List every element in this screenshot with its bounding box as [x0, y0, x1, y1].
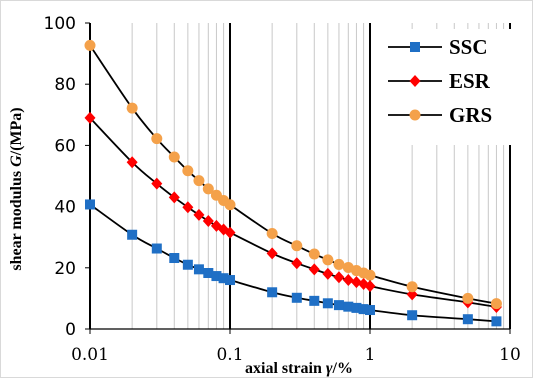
tick-labels: 0 20 40 60 80 100 0.01 0.1 1 10	[44, 14, 521, 365]
x-axis-label-unit: /%	[332, 360, 353, 377]
data-point-grs	[333, 258, 345, 270]
y-tick-label: 40	[54, 198, 76, 218]
data-point-ssc	[291, 292, 302, 303]
y-tick-label: 80	[54, 75, 76, 95]
legend-background	[381, 29, 519, 145]
data-point-grs	[126, 102, 138, 114]
series-grs	[84, 39, 502, 310]
legend: SSC ESR GRS	[381, 29, 519, 145]
x-tick-label: 0.1	[216, 345, 243, 365]
data-point-esr	[308, 263, 320, 276]
data-point-esr	[193, 208, 205, 221]
y-tick-label: 100	[44, 14, 76, 34]
legend-item-ssc: SSC	[388, 35, 488, 59]
legend-label-grs: GRS	[449, 103, 492, 127]
data-point-grs	[202, 183, 214, 195]
x-axis-label: axial strain γ/%	[245, 360, 353, 377]
x-axis-label-symbol: γ	[326, 360, 333, 377]
data-point-grs	[490, 298, 502, 310]
legend-marker-grs	[409, 109, 421, 121]
data-point-esr	[342, 274, 354, 287]
x-tick-label: 0.01	[71, 345, 109, 365]
data-point-ssc	[193, 264, 204, 275]
data-point-grs	[364, 269, 376, 281]
data-point-ssc	[225, 275, 235, 286]
data-point-ssc	[151, 243, 162, 254]
data-point-esr	[364, 280, 376, 293]
legend-item-esr: ESR	[388, 69, 491, 93]
data-point-grs	[182, 165, 194, 177]
y-axis-label-unit: /(MPa)	[8, 107, 25, 156]
data-point-esr	[202, 214, 214, 227]
series-group	[84, 39, 502, 327]
y-tick-label: 20	[54, 259, 76, 279]
data-point-esr	[224, 226, 236, 239]
data-point-ssc	[365, 305, 375, 316]
data-point-ssc	[343, 301, 354, 312]
legend-marker-esr	[409, 75, 421, 87]
data-point-esr	[168, 191, 180, 204]
data-point-ssc	[85, 199, 95, 210]
data-point-grs	[462, 292, 474, 304]
data-point-esr	[126, 156, 138, 169]
data-point-ssc	[203, 268, 214, 279]
data-point-ssc	[322, 298, 333, 309]
data-point-esr	[182, 201, 194, 214]
x-tick-label: 10	[499, 345, 521, 365]
data-point-ssc	[491, 316, 502, 327]
data-point-grs	[193, 175, 205, 187]
data-point-ssc	[333, 300, 344, 311]
data-point-esr	[291, 257, 303, 270]
data-point-ssc	[462, 314, 473, 325]
data-point-grs	[406, 281, 418, 293]
data-point-ssc	[182, 259, 193, 270]
data-point-ssc	[309, 295, 320, 306]
series-ssc	[85, 199, 502, 327]
data-point-grs	[151, 133, 163, 145]
data-point-esr	[322, 267, 334, 280]
y-axis-label: shear modulus G/(MPa)	[8, 107, 25, 270]
data-point-esr	[333, 271, 345, 284]
data-point-ssc	[358, 304, 369, 315]
data-point-ssc	[169, 253, 180, 264]
data-point-grs	[84, 39, 96, 51]
data-point-ssc	[407, 310, 418, 321]
legend-item-grs: GRS	[388, 103, 492, 127]
legend-label-esr: ESR	[449, 69, 491, 93]
x-axis-label-text: axial strain	[245, 360, 326, 377]
data-point-ssc	[267, 287, 278, 298]
data-point-esr	[266, 247, 278, 260]
data-point-ssc	[211, 271, 222, 282]
data-point-esr	[151, 177, 163, 190]
data-point-grs	[308, 248, 320, 260]
data-point-grs	[224, 199, 236, 211]
y-tick-label: 0	[65, 320, 76, 340]
data-point-ssc	[218, 273, 229, 284]
data-point-grs	[322, 254, 334, 266]
data-point-ssc	[351, 302, 362, 313]
data-point-grs	[266, 228, 278, 240]
x-tick-label: 1	[365, 345, 376, 365]
legend-marker-ssc	[410, 42, 420, 52]
data-point-ssc	[127, 229, 138, 240]
legend-label-ssc: SSC	[449, 35, 488, 59]
y-tick-label: 60	[54, 136, 76, 156]
data-point-grs	[168, 151, 180, 163]
data-point-grs	[291, 240, 303, 252]
y-axis-label-text: shear modulus	[8, 167, 25, 271]
y-axis-label-symbol: G	[8, 155, 25, 167]
data-point-esr	[84, 111, 96, 124]
series-line-esr	[89, 117, 497, 308]
